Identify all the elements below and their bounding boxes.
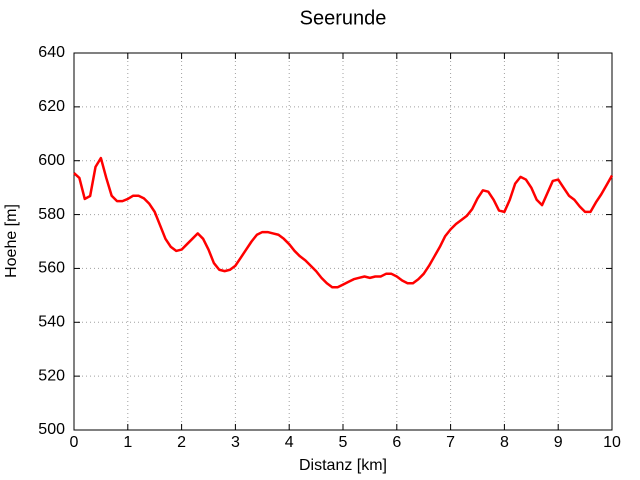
x-tick-label: 10 — [603, 434, 621, 451]
y-tick-label: 640 — [38, 44, 65, 61]
y-tick-label: 620 — [38, 98, 65, 115]
x-tick-label: 0 — [70, 434, 79, 451]
y-axis-label: Hoehe [m] — [3, 204, 20, 278]
x-tick-label: 8 — [500, 434, 509, 451]
x-tick-label: 9 — [554, 434, 563, 451]
x-tick-label: 3 — [231, 434, 240, 451]
x-tick-label: 6 — [392, 434, 401, 451]
x-axis-label: Distanz [km] — [299, 457, 387, 474]
x-tick-label: 2 — [177, 434, 186, 451]
y-tick-label: 520 — [38, 367, 65, 384]
y-tick-label: 580 — [38, 206, 65, 223]
y-tick-label: 600 — [38, 152, 65, 169]
y-tick-label: 540 — [38, 314, 65, 331]
y-tick-label: 500 — [38, 421, 65, 438]
x-tick-label: 5 — [339, 434, 348, 451]
y-tick-label: 560 — [38, 260, 65, 277]
x-tick-label: 7 — [446, 434, 455, 451]
plot-frame — [73, 52, 613, 431]
x-tick-label: 1 — [123, 434, 132, 451]
x-tick-label: 4 — [285, 434, 294, 451]
line-series — [73, 156, 614, 289]
chart-title: Seerunde — [300, 7, 387, 29]
